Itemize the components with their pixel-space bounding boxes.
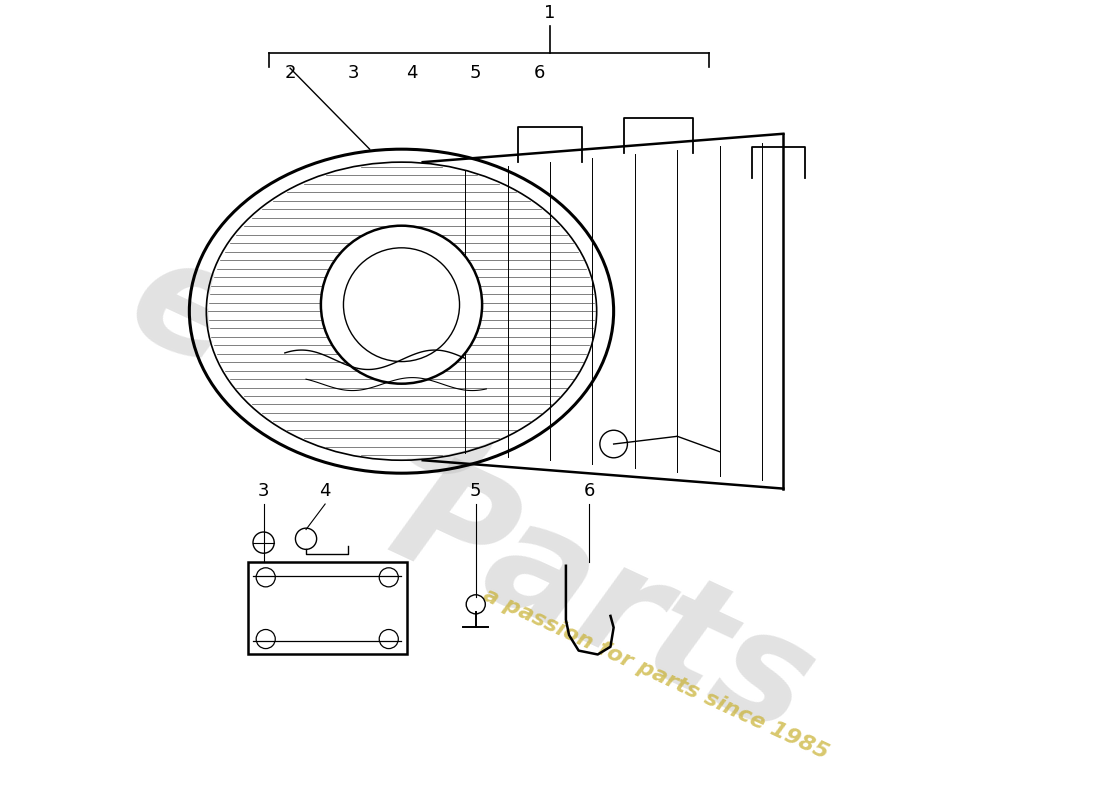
Text: 6: 6 xyxy=(534,64,546,82)
Text: 3: 3 xyxy=(257,482,270,500)
Text: 4: 4 xyxy=(406,64,418,82)
Text: 1: 1 xyxy=(544,4,556,22)
Text: 5: 5 xyxy=(470,482,482,500)
Text: 2: 2 xyxy=(285,64,296,82)
Text: 4: 4 xyxy=(319,482,331,500)
Text: euro: euro xyxy=(107,222,526,523)
Text: 6: 6 xyxy=(584,482,595,500)
Ellipse shape xyxy=(208,164,595,458)
Text: 5: 5 xyxy=(470,64,482,82)
Text: 3: 3 xyxy=(348,64,360,82)
Text: a passion for parts since 1985: a passion for parts since 1985 xyxy=(481,585,832,763)
Ellipse shape xyxy=(321,226,482,384)
Text: Parts: Parts xyxy=(370,443,836,766)
